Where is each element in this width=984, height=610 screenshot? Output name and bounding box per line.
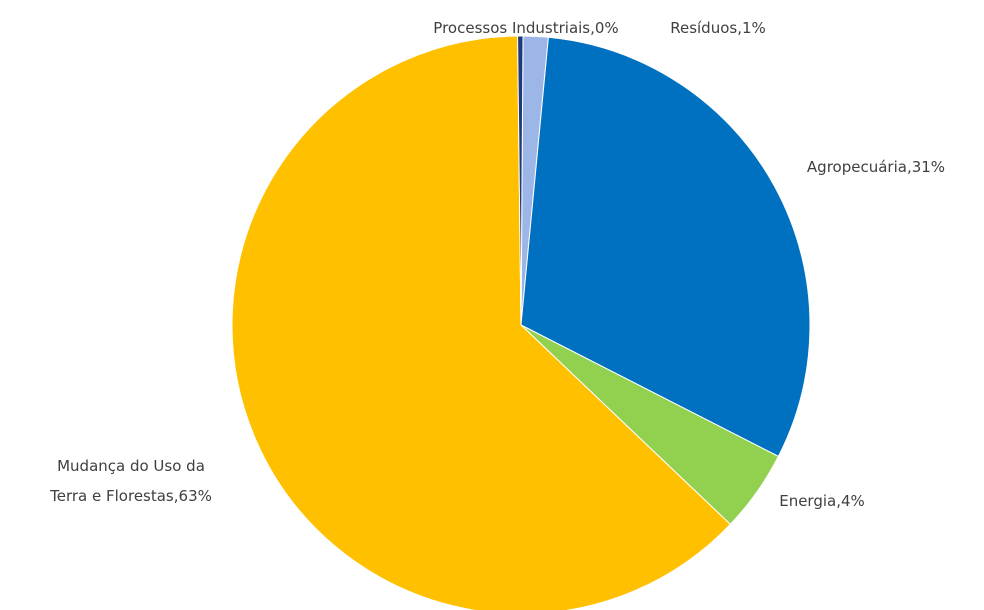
pie-slices [231,35,811,610]
label-mudanca-uso-terra-line1: Mudança do Uso da [57,457,205,475]
label-energia: Energia,4% [779,492,865,510]
label-processos-industriais: Processos Industriais,0% [433,19,618,37]
label-agropecuaria: Agropecuária,31% [807,158,945,176]
slice-agropecuaria [520,36,811,458]
slice-processos-industriais [517,35,524,326]
label-mudanca-uso-terra-line2: Terra e Florestas,63% [49,487,212,505]
label-residuos: Resíduos,1% [670,19,766,37]
slice-mudanca-do-uso-da-terra-e-florestas [231,35,731,610]
